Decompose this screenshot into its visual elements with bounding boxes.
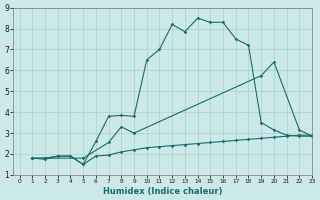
X-axis label: Humidex (Indice chaleur): Humidex (Indice chaleur) [103, 187, 222, 196]
